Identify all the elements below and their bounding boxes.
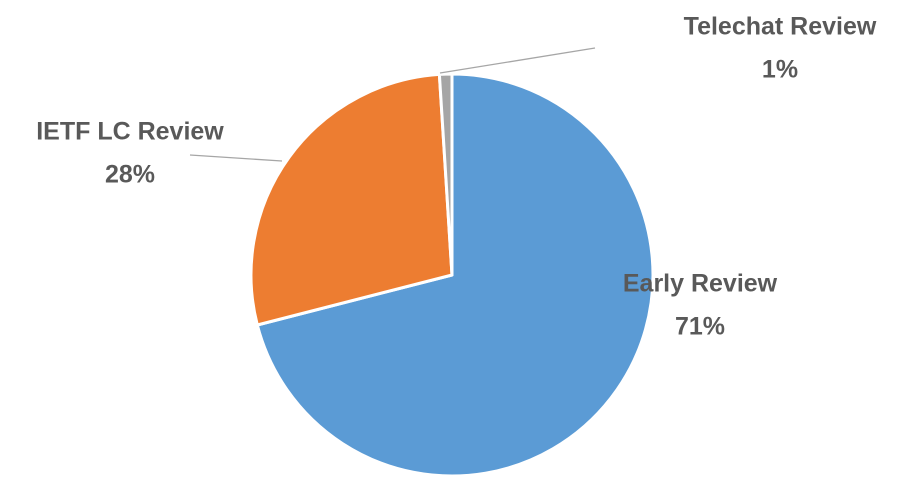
slice-value-label: 1% [762, 56, 798, 84]
pie-slice [249, 72, 454, 327]
slice-label: Early Review [623, 270, 778, 298]
slice-value-label: 71% [675, 313, 725, 341]
slice-value-label: 28% [105, 161, 155, 189]
slice-label: Telechat Review [684, 13, 877, 41]
leader-line [189, 154, 283, 162]
pie-slice [437, 72, 454, 277]
leader-line [439, 47, 596, 74]
pie-slice [255, 72, 655, 477]
slice-label: IETF LC Review [36, 118, 224, 146]
